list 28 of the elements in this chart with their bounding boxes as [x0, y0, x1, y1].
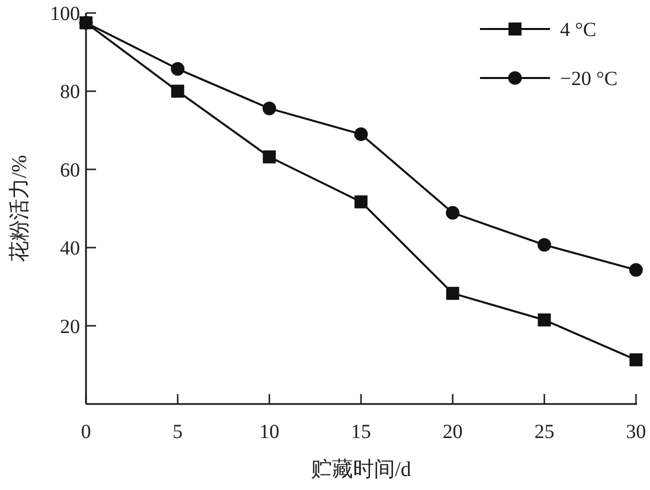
point — [446, 206, 460, 220]
legend-label: −20 °C — [560, 68, 618, 90]
point — [446, 286, 460, 300]
y-tick-label: 80 — [60, 81, 80, 104]
y-axis-title: 花粉活力/% — [7, 154, 31, 262]
x-tick-label: 30 — [626, 421, 646, 443]
x-tick-label: 15 — [351, 421, 371, 443]
x-tick-label: 25 — [534, 421, 554, 443]
legend-label: 4 °C — [560, 19, 596, 41]
point — [262, 150, 276, 164]
point — [170, 62, 184, 76]
x-tick-label: 10 — [259, 421, 280, 443]
point — [171, 84, 184, 98]
point — [262, 102, 276, 116]
y-tick-label: 40 — [60, 238, 80, 260]
point — [630, 353, 642, 366]
y-tick-label: 20 — [60, 316, 80, 338]
point — [354, 127, 368, 142]
point — [538, 238, 552, 252]
y-tick-label: 60 — [60, 159, 80, 182]
point — [354, 195, 368, 208]
x-tick-label: 0 — [81, 421, 91, 443]
y-tick-label: 100 — [50, 3, 80, 25]
x-tick-label: 20 — [442, 421, 463, 443]
x-axis-title: 贮藏时间/d — [310, 457, 412, 481]
point — [538, 313, 551, 326]
x-tick-label: 5 — [172, 421, 183, 443]
point — [629, 263, 643, 277]
